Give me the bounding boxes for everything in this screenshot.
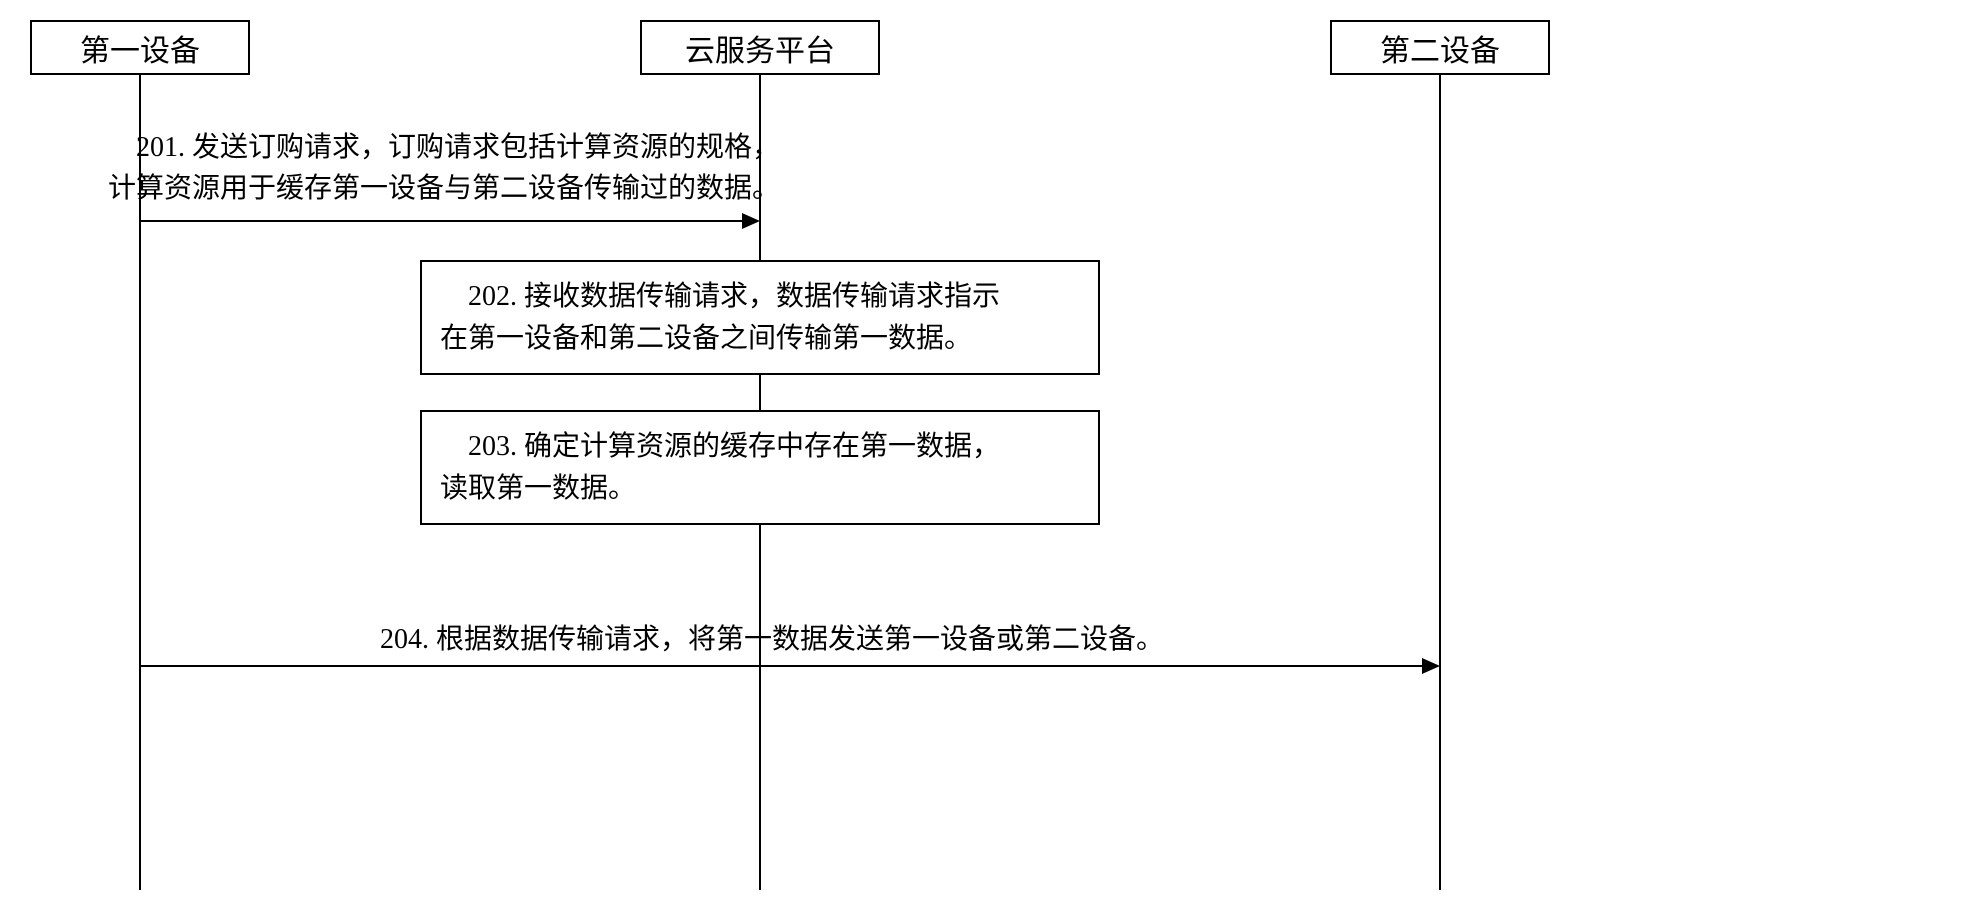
step-202-box: 202. 接收数据传输请求，数据传输请求指示 在第一设备和第二设备之间传输第一数… bbox=[420, 260, 1100, 375]
lifeline-device2 bbox=[1439, 75, 1441, 890]
step-203-text: 203. 确定计算资源的缓存中存在第一数据， 读取第一数据。 bbox=[440, 431, 1000, 504]
message-204-text: 204. 根据数据传输请求，将第一数据发送第一设备或第二设备。 bbox=[380, 620, 1164, 661]
message-204-arrowhead-icon bbox=[1422, 658, 1440, 674]
message-201-text: 201. 发送订购请求，订购请求包括计算资源的规格， 计算资源用于缓存第一设备与… bbox=[108, 128, 780, 209]
lane-label: 第一设备 bbox=[80, 26, 200, 70]
lane-header-cloud: 云服务平台 bbox=[640, 20, 880, 75]
message-201-arrow bbox=[140, 220, 742, 222]
lane-header-device2: 第二设备 bbox=[1330, 20, 1550, 75]
step-202-text: 202. 接收数据传输请求，数据传输请求指示 在第一设备和第二设备之间传输第一数… bbox=[440, 281, 1000, 354]
lane-label: 第二设备 bbox=[1380, 26, 1500, 70]
lane-label: 云服务平台 bbox=[685, 26, 835, 70]
lane-header-device1: 第一设备 bbox=[30, 20, 250, 75]
sequence-diagram: 第一设备 云服务平台 第二设备 201. 发送订购请求，订购请求包括计算资源的规… bbox=[0, 0, 1964, 909]
step-203-box: 203. 确定计算资源的缓存中存在第一数据， 读取第一数据。 bbox=[420, 410, 1100, 525]
message-201-arrowhead-icon bbox=[742, 213, 760, 229]
message-204-arrow bbox=[140, 665, 1422, 667]
